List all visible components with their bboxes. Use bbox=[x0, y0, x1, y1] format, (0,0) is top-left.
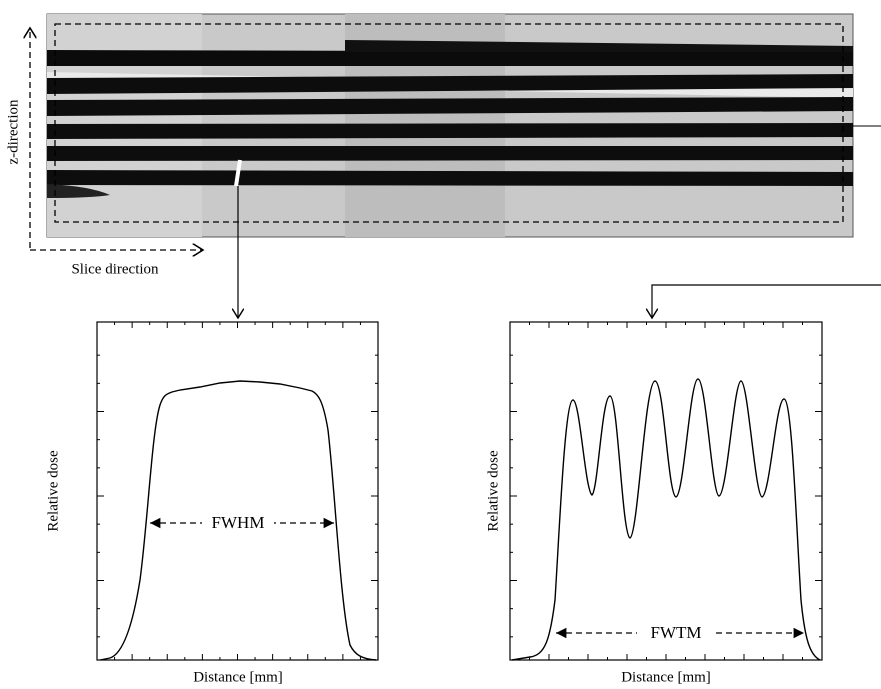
y-axis-label: Relative dose bbox=[485, 450, 501, 532]
annotation: FWTM bbox=[651, 623, 702, 642]
connector bbox=[652, 285, 881, 318]
annotation: FWHM bbox=[212, 513, 265, 532]
x-axis-label: Distance [mm] bbox=[621, 669, 711, 685]
plot-fwhm: FWHM Relative dose Distance [mm] bbox=[45, 322, 378, 685]
x-axis-label: Distance [mm] bbox=[193, 669, 283, 685]
y-axis-label: Relative dose bbox=[45, 450, 61, 532]
plot-fwtm: FWTM Relative dose Distance [mm] bbox=[485, 322, 822, 685]
slice-label: Slice direction bbox=[71, 261, 159, 277]
figure: z-direction Slice direction FWHM Relativ… bbox=[0, 0, 881, 689]
z-label: z-direction bbox=[5, 99, 21, 164]
film-image bbox=[47, 14, 853, 237]
